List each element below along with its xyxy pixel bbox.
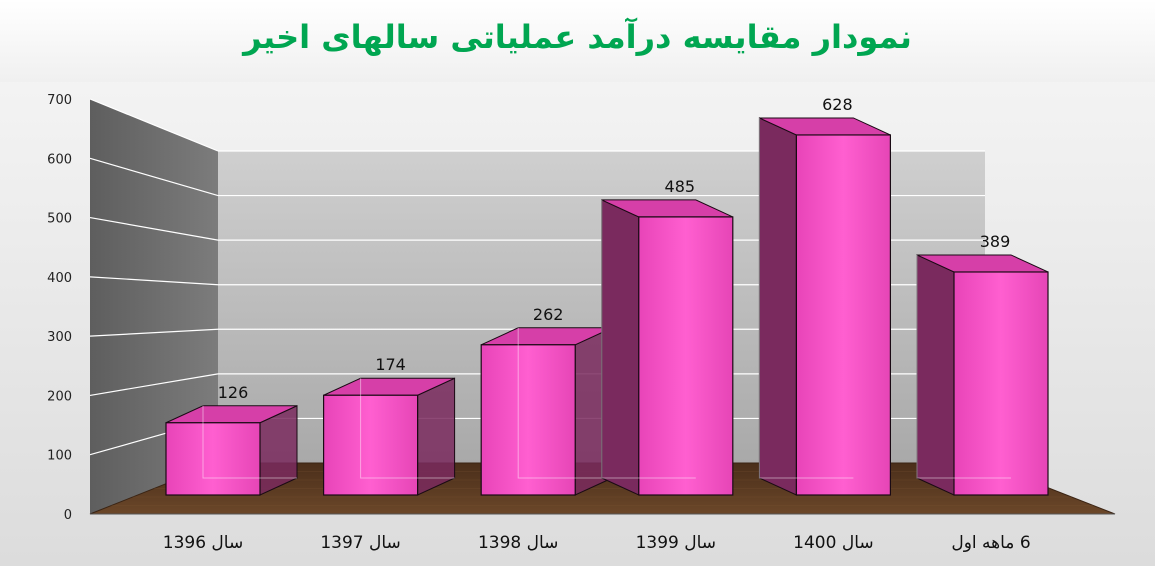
y-tick-label: 600 bbox=[47, 152, 72, 167]
bar-front-face bbox=[953, 271, 1049, 496]
bar-inner-edge bbox=[916, 254, 1011, 479]
gridline-side bbox=[89, 98, 219, 152]
data-label: 389 bbox=[980, 232, 1011, 251]
x-category-label: سال 1396 bbox=[163, 533, 243, 553]
bar-front-face bbox=[165, 422, 261, 496]
x-category-label: سال 1399 bbox=[636, 533, 716, 553]
bar-side-face bbox=[417, 377, 456, 496]
bar-front-face bbox=[795, 134, 892, 496]
bar-inner-edge bbox=[202, 405, 297, 479]
y-tick-label: 400 bbox=[47, 271, 72, 286]
bar-front-face bbox=[323, 394, 419, 496]
title-band bbox=[0, 0, 1155, 82]
x-category-label: سال 1398 bbox=[478, 533, 558, 553]
data-label: 262 bbox=[533, 305, 564, 324]
gridline-side bbox=[89, 373, 219, 397]
bar-side-face bbox=[916, 254, 955, 496]
gridline-side bbox=[89, 216, 219, 241]
bar-inner-edge bbox=[601, 199, 696, 479]
x-category-label: سال 1400 bbox=[793, 533, 873, 553]
chart-title: نمودار مقایسه درآمد عملیاتی سالهای اخیر bbox=[243, 18, 912, 56]
gridline-side bbox=[89, 328, 219, 337]
x-category-label: سال 1397 bbox=[320, 533, 400, 553]
data-label: 126 bbox=[218, 383, 249, 402]
bar-inner-edge bbox=[517, 327, 613, 479]
bar-inner-edge bbox=[758, 117, 854, 479]
bar-side-face bbox=[758, 117, 797, 496]
data-label: 174 bbox=[375, 355, 406, 374]
y-tick-label: 100 bbox=[47, 449, 72, 464]
x-category-label: 6 ماهه اول bbox=[951, 533, 1030, 553]
gridline-side bbox=[89, 157, 219, 197]
y-tick-label: 500 bbox=[47, 212, 72, 227]
gridline-side bbox=[89, 276, 219, 286]
y-tick-label: 200 bbox=[47, 389, 72, 404]
y-tick-label: 700 bbox=[47, 93, 72, 108]
data-label: 628 bbox=[822, 95, 853, 114]
data-label: 485 bbox=[665, 177, 696, 196]
bar-side-face bbox=[601, 199, 640, 496]
side-wall bbox=[90, 99, 218, 514]
bar-front-face bbox=[638, 216, 734, 496]
y-tick-label: 0 bbox=[64, 508, 72, 523]
y-tick-label: 300 bbox=[47, 330, 72, 345]
bar-inner-edge bbox=[360, 378, 455, 479]
bar-front-face bbox=[480, 344, 576, 496]
